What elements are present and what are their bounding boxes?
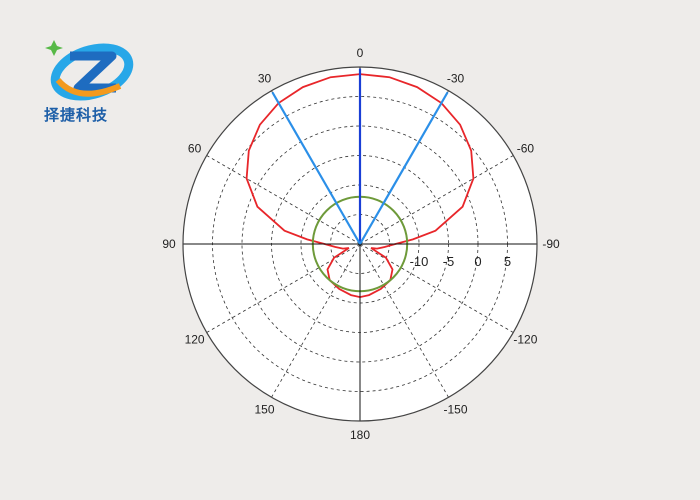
- radial-tick-label: -5: [443, 254, 455, 269]
- angle-label: 30: [258, 72, 272, 86]
- radial-tick-label: 5: [504, 254, 511, 269]
- angle-label: 90: [162, 237, 176, 251]
- radial-tick-label: -10: [410, 254, 429, 269]
- beam-line: [359, 91, 449, 245]
- radial-tick-label: 0: [474, 254, 481, 269]
- angle-label: 150: [254, 402, 274, 416]
- angle-label: -60: [517, 142, 535, 156]
- angle-label: 60: [188, 142, 202, 156]
- angle-label: -120: [513, 333, 537, 347]
- angle-label: -90: [542, 237, 560, 251]
- outer-ring: [182, 66, 538, 422]
- angle-label: -30: [447, 72, 465, 86]
- angle-label: 0: [357, 46, 364, 60]
- angle-labels: 0 -30 -60 -90 -120 -150 180 150 120 90 60 30: [162, 46, 560, 442]
- angle-label: -150: [443, 402, 467, 416]
- logo-emblem-icon: [45, 40, 134, 101]
- angle-label: 120: [185, 333, 205, 347]
- beam-line: [271, 91, 361, 245]
- polar-axes: [182, 66, 538, 422]
- brand-name: 择捷科技: [44, 106, 109, 124]
- brand-logo: [45, 40, 134, 101]
- radial-labels: -10 -5 0 5: [410, 254, 512, 269]
- angle-label: 180: [350, 428, 370, 442]
